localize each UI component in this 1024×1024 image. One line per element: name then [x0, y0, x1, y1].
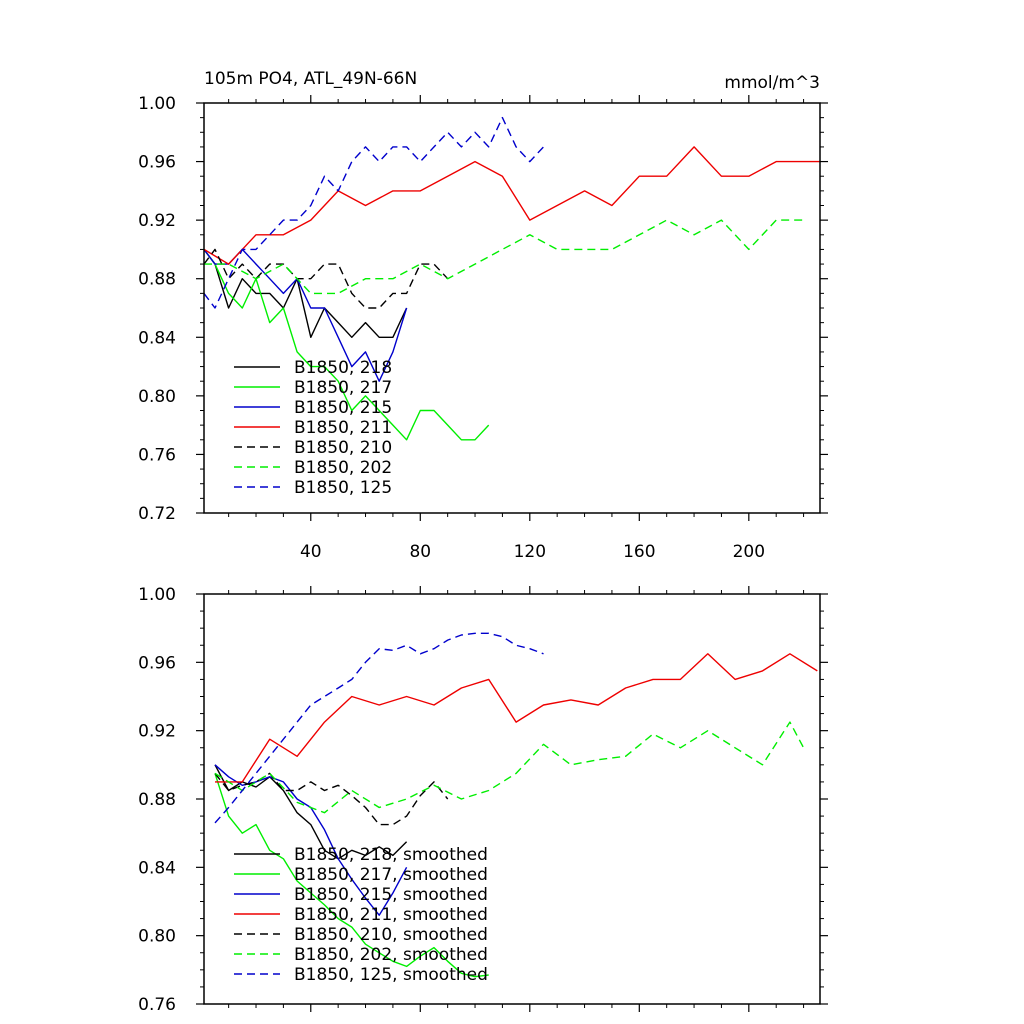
top-legend-label-2: B1850, 217 — [294, 378, 392, 398]
top-ytick-label: 0.88 — [138, 270, 176, 290]
top-series-line-7 — [203, 116, 545, 309]
top-series-line-5 — [203, 248, 449, 309]
bottom-ytick-label: 0.96 — [138, 653, 176, 673]
bottom-legend-label-7: B1850, 125, smoothed — [294, 965, 488, 985]
bottom-axes: 0.76 0.80 0.84 0.88 0.92 0.96 1.00 — [138, 585, 828, 1015]
top-ytick-label: 0.84 — [138, 328, 176, 348]
bottom-legend-label-3: B1850, 215, smoothed — [294, 885, 488, 905]
top-chart-title-right: mmol/m^3 — [724, 73, 820, 93]
bottom-series-line-6 — [214, 721, 805, 814]
top-legend-label-6: B1850, 202 — [294, 458, 392, 478]
bottom-ytick-label: 0.80 — [138, 927, 176, 947]
bottom-ytick-label: 1.00 — [138, 585, 176, 605]
bottom-series-line-4 — [215, 653, 818, 783]
top-ytick-label: 0.96 — [138, 153, 176, 173]
bottom-ytick-label: 0.76 — [138, 995, 176, 1015]
bottom-legend-label-2: B1850, 217, smoothed — [294, 865, 488, 885]
bottom-panel: 0.76 0.80 0.84 0.88 0.92 0.96 1.00 B1850, 218,… — [138, 585, 828, 1015]
top-legend-label-1: B1850, 218 — [294, 358, 392, 378]
top-panel: 105m PO4, ATL_49N-66N mmol/m^3 0.720.760… — [138, 69, 828, 562]
top-series-line-1 — [203, 248, 408, 338]
top-ytick-label: 0.80 — [138, 387, 176, 407]
top-axes: 0.72 0.76 0.80 0.84 0.88 0.92 0.96 1.00 40 80 120 1… — [138, 94, 828, 562]
bottom-legend-label-1: B1850, 218, smoothed — [294, 845, 488, 865]
top-xtick-label: 120 — [514, 542, 546, 562]
top-ytick-label: 0.72 — [138, 504, 176, 524]
bottom-series-line-2 — [214, 773, 489, 978]
top-xtick-label: 200 — [733, 542, 765, 562]
bottom-legend-label-5: B1850, 210, smoothed — [294, 925, 488, 945]
top-legend-label-7: B1850, 125 — [294, 478, 392, 498]
top-legend-label-3: B1850, 215 — [294, 398, 392, 418]
top-series-lines — [203, 116, 820, 441]
bottom-series-line-7 — [214, 632, 544, 824]
top-series-line-4 — [203, 146, 820, 265]
top-chart-title-left: 105m PO4, ATL_49N-66N — [204, 69, 417, 89]
bottom-legend-label-6: B1850, 202, smoothed — [294, 945, 488, 965]
bottom-legend-label-4: B1850, 211, smoothed — [294, 905, 488, 925]
bottom-ytick-label: 0.92 — [138, 722, 176, 742]
top-ytick-label: 1.00 — [138, 94, 176, 114]
bottom-series-lines — [214, 632, 818, 978]
bottom-ytick-label: 0.84 — [138, 858, 176, 878]
top-legend-label-4: B1850, 211 — [294, 418, 392, 438]
top-xtick-label: 80 — [409, 542, 431, 562]
top-ytick-label: 0.92 — [138, 211, 176, 231]
top-ytick-label: 0.76 — [138, 445, 176, 465]
top-series-line-2 — [203, 248, 490, 441]
bottom-series-line-5 — [214, 772, 449, 826]
top-legend-label-5: B1850, 210 — [294, 438, 392, 458]
bottom-ytick-label: 0.88 — [138, 790, 176, 810]
top-xtick-label: 40 — [300, 542, 322, 562]
top-xtick-label: 160 — [623, 542, 655, 562]
